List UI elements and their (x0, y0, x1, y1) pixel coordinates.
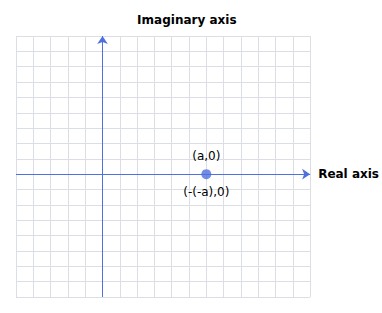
svg-text:(-(-a),0): (-(-a),0) (183, 185, 229, 199)
svg-text:(a,0): (a,0) (192, 149, 220, 163)
svg-text:Imaginary axis: Imaginary axis (137, 13, 236, 27)
svg-text:Real axis: Real axis (318, 167, 379, 181)
